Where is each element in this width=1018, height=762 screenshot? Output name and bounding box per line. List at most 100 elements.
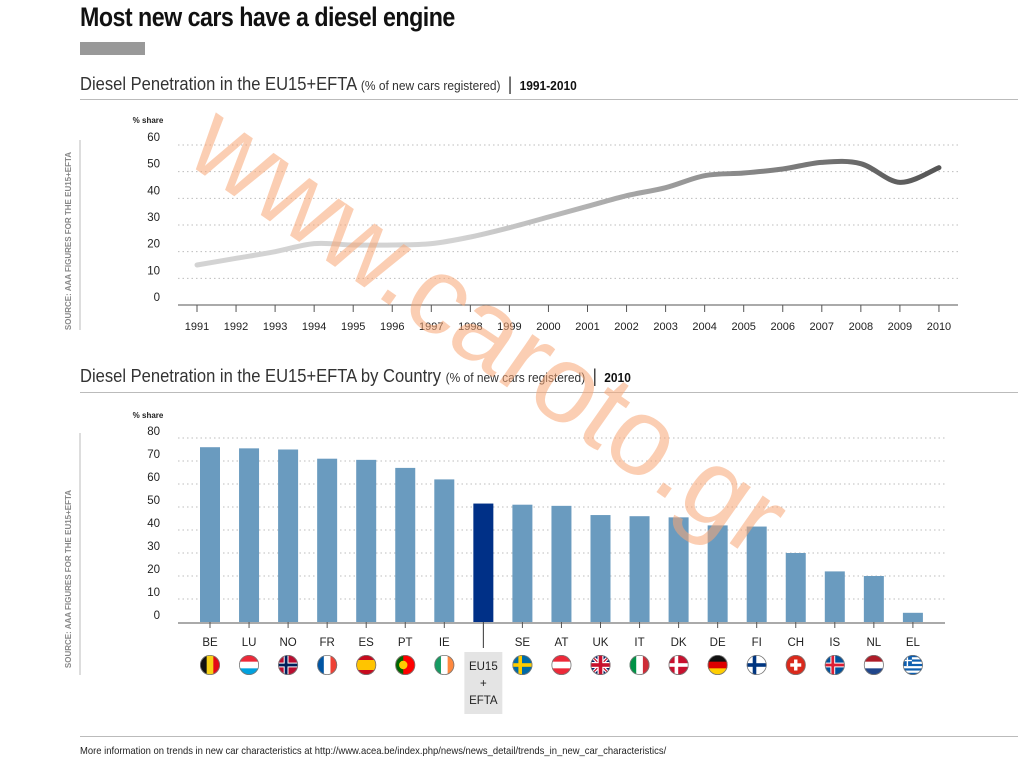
line-x-tick-label: 2001 (575, 321, 599, 333)
line-x-tick-label: 2010 (927, 321, 951, 333)
bar-nl (863, 576, 884, 622)
line-x-tick-label: 1993 (263, 321, 287, 333)
bar-y-tick-label: 40 (147, 518, 160, 530)
flag-is-icon (824, 655, 845, 675)
line-chart-ylabel: % share (133, 116, 164, 125)
flag-no-icon (278, 655, 299, 675)
bar-is (824, 571, 845, 622)
bar-it (629, 516, 650, 622)
bar-x-tick-label: IT (634, 637, 644, 649)
bar-x-tick-label: EL (906, 637, 921, 649)
line-x-tick-label: 2008 (849, 321, 873, 333)
bar-chart-period: 2010 (604, 370, 631, 385)
line-x-tick-label: 1996 (380, 321, 404, 333)
bar-y-tick-label: 80 (147, 426, 160, 438)
bar-lu (239, 448, 260, 622)
flag-lu-icon (239, 655, 260, 675)
line-y-tick-label: 50 (147, 159, 160, 171)
bar-x-tick-label: NL (866, 637, 881, 649)
bar-y-tick-label: 0 (154, 610, 160, 622)
flag-fr-icon (317, 655, 338, 675)
bar-chart: % share SOURCE: AAA FIGURES FOR THE EU15… (64, 411, 945, 714)
title-accent-bar (80, 42, 145, 55)
line-x-tick-label: 1997 (419, 321, 443, 333)
line-y-tick-label: 20 (147, 239, 160, 251)
bar-y-tick-label: 60 (147, 472, 160, 484)
flag-dk-icon (668, 655, 689, 675)
bar-se (512, 504, 533, 622)
page-title: Most new cars have a diesel engine (80, 2, 455, 32)
flag-ie-icon (434, 655, 455, 675)
bar-x-tick-label: SE (515, 637, 531, 649)
bar-pt (395, 467, 416, 622)
bar-ie (434, 479, 455, 622)
bar-chart-source-label: SOURCE: AAA FIGURES FOR THE EU15+EFTA (64, 490, 73, 668)
bar-x-tick-label: FI (752, 637, 762, 649)
line-x-tick-label: 1994 (302, 321, 326, 333)
line-x-tick-label: 1995 (341, 321, 365, 333)
highlight-label-line: + (480, 678, 487, 690)
line-x-tick-label: 1998 (458, 321, 482, 333)
bar-de (707, 525, 728, 622)
flag-se-icon (512, 655, 533, 675)
bar-x-tick-label: UK (593, 637, 609, 649)
title-separator: | (507, 74, 513, 94)
line-x-tick-label: 1991 (185, 321, 209, 333)
bar-chart-unit-note: (% of new cars registered) (445, 370, 586, 385)
bar-fr (317, 458, 338, 622)
bar-y-tick-label: 70 (147, 449, 160, 461)
line-x-tick-label: 2002 (614, 321, 638, 333)
line-x-tick-label: 1992 (224, 321, 248, 333)
line-x-tick-label: 1999 (497, 321, 521, 333)
bar-y-tick-label: 30 (147, 541, 160, 553)
title-separator: | (592, 366, 597, 386)
bar-y-tick-label: 20 (147, 564, 160, 576)
flag-el-icon (902, 655, 923, 675)
line-x-tick-label: 2009 (888, 321, 912, 333)
bar-x-tick-label: CH (787, 637, 804, 649)
bar-y-tick-label: 10 (147, 587, 160, 599)
flag-nl-icon (863, 655, 884, 675)
bar-chart-top-rule (80, 392, 1018, 393)
bar-x-tick-label: PT (398, 637, 413, 649)
line-y-tick-label: 40 (147, 185, 160, 197)
bar-x-tick-label: LU (242, 637, 257, 649)
flag-fi-icon (746, 655, 767, 675)
bar-ch (785, 553, 806, 622)
bar-x-tick-label: FR (319, 637, 334, 649)
bar-no (278, 449, 299, 622)
bar-x-tick-label: ES (359, 637, 375, 649)
line-chart: % share SOURCE: AAA FIGURES FOR THE EU15… (64, 116, 958, 333)
bar-at (551, 505, 572, 622)
line-y-tick-label: 10 (147, 265, 160, 277)
line-y-tick-label: 60 (147, 132, 160, 144)
bar-chart-title-text: Diesel Penetration in the EU15+EFTA by C… (80, 366, 441, 386)
line-chart-top-rule (80, 99, 1018, 100)
bar-x-tick-label: IE (439, 637, 450, 649)
bar-el (902, 612, 923, 622)
line-series (194, 158, 942, 268)
highlight-label-line: EFTA (469, 695, 498, 707)
bar-x-tick-label: IS (829, 637, 840, 649)
bar-es (356, 459, 377, 622)
bar-eu15-efta (473, 503, 494, 622)
line-chart-title: Diesel Penetration in the EU15+EFTA (% o… (80, 74, 577, 95)
bar-x-tick-label: AT (555, 637, 569, 649)
footer-rule (80, 736, 1018, 737)
highlight-label-box (464, 652, 503, 714)
line-y-tick-label: 30 (147, 212, 160, 224)
bar-be (200, 447, 220, 622)
line-x-tick-label: 2007 (810, 321, 834, 333)
bar-fi (746, 526, 767, 622)
bar-x-tick-label: DK (671, 637, 687, 649)
line-x-tick-label: 2000 (536, 321, 560, 333)
bar-x-tick-label: NO (279, 637, 296, 649)
bar-x-tick-label: DE (710, 637, 726, 649)
flag-de-icon (707, 655, 728, 675)
bar-chart-ylabel: % share (133, 411, 164, 420)
flag-it-icon (629, 655, 650, 675)
line-x-tick-label: 2006 (771, 321, 795, 333)
bar-y-tick-label: 50 (147, 495, 160, 507)
flag-be-icon (200, 655, 220, 675)
line-x-tick-label: 2005 (731, 321, 755, 333)
